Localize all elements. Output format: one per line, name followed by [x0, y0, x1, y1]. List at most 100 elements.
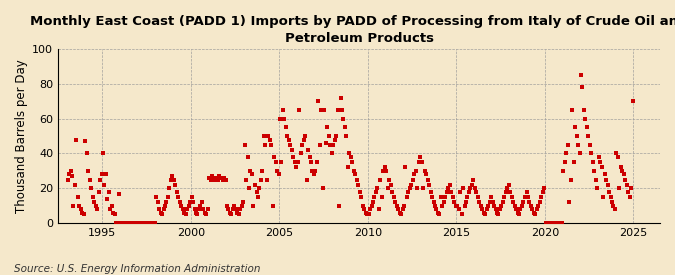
Point	[248, 204, 259, 208]
Point	[273, 172, 284, 177]
Point	[431, 207, 441, 211]
Point	[207, 174, 217, 178]
Point	[188, 200, 198, 204]
Point	[216, 176, 227, 180]
Point	[308, 172, 319, 177]
Point	[429, 204, 440, 208]
Point	[263, 134, 273, 138]
Point	[571, 134, 582, 138]
Point	[111, 221, 122, 225]
Point	[546, 221, 557, 225]
Point	[460, 200, 471, 204]
Point	[103, 189, 114, 194]
Point	[356, 195, 367, 199]
Point	[441, 189, 452, 194]
Point	[552, 221, 563, 225]
Point	[589, 169, 599, 173]
Point	[281, 125, 292, 130]
Point	[415, 155, 426, 159]
Point	[371, 189, 381, 194]
Point	[234, 212, 244, 217]
Point	[556, 221, 567, 225]
Point	[322, 125, 333, 130]
Point	[360, 210, 371, 215]
Point	[101, 172, 111, 177]
Point	[157, 212, 167, 217]
Point	[448, 195, 458, 199]
Point	[214, 174, 225, 178]
Point	[204, 176, 215, 180]
Point	[313, 99, 324, 103]
Point	[139, 221, 150, 225]
Point	[179, 210, 190, 215]
Point	[369, 195, 380, 199]
Point	[257, 169, 268, 173]
Point	[134, 221, 145, 225]
Point	[398, 204, 409, 208]
Point	[238, 200, 248, 204]
Point	[275, 116, 286, 121]
Point	[260, 142, 271, 147]
Point	[304, 155, 315, 159]
Point	[261, 177, 272, 182]
Point	[164, 186, 175, 191]
Point	[379, 165, 390, 170]
Point	[372, 186, 383, 191]
Point	[487, 200, 498, 204]
Point	[317, 186, 328, 191]
Point	[159, 204, 170, 208]
Point	[205, 177, 216, 182]
Point	[229, 204, 240, 208]
Point	[518, 200, 529, 204]
Point	[256, 177, 267, 182]
Point	[350, 172, 360, 177]
Point	[512, 210, 523, 215]
Point	[495, 207, 506, 211]
Point	[422, 177, 433, 182]
Point	[142, 221, 153, 225]
Point	[194, 207, 205, 211]
Point	[348, 169, 359, 173]
Point	[404, 186, 415, 191]
Point	[65, 169, 76, 173]
Point	[107, 204, 117, 208]
Point	[416, 160, 427, 164]
Point	[624, 195, 635, 199]
Point	[276, 160, 287, 164]
Point	[63, 172, 74, 177]
Point	[366, 204, 377, 208]
Point	[332, 108, 343, 112]
Point	[165, 177, 176, 182]
Point	[439, 200, 450, 204]
Point	[459, 204, 470, 208]
Point	[524, 200, 535, 204]
Point	[509, 204, 520, 208]
Point	[437, 204, 448, 208]
Point	[353, 183, 364, 187]
Point	[574, 151, 585, 156]
Point	[182, 207, 192, 211]
Point	[593, 155, 604, 159]
Point	[603, 189, 614, 194]
Point	[596, 165, 607, 170]
Point	[402, 195, 412, 199]
Point	[577, 85, 588, 89]
Point	[344, 151, 355, 156]
Point	[259, 134, 269, 138]
Point	[578, 108, 589, 112]
Point	[520, 195, 531, 199]
Point	[477, 207, 487, 211]
Point	[99, 183, 110, 187]
Point	[475, 204, 486, 208]
Point	[227, 207, 238, 211]
Point	[465, 186, 476, 191]
Point	[306, 160, 317, 164]
Point	[616, 165, 626, 170]
Point	[74, 204, 85, 208]
Point	[108, 210, 119, 215]
Point	[357, 204, 368, 208]
Point	[152, 200, 163, 204]
Point	[244, 186, 254, 191]
Point	[377, 195, 387, 199]
Point	[614, 186, 625, 191]
